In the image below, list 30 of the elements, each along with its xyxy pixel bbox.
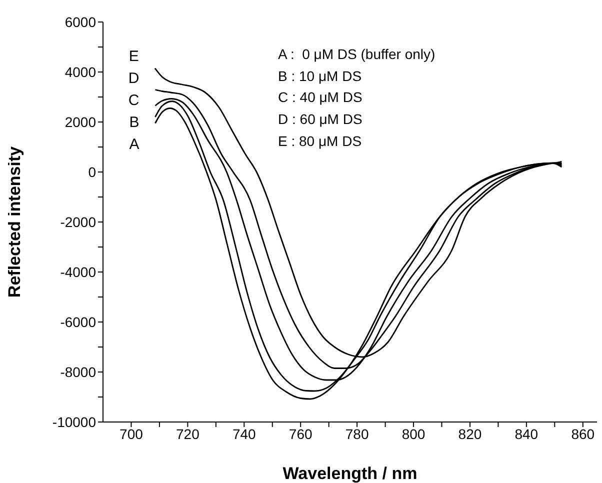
series-label: B xyxy=(129,114,140,131)
annotation: B : 10 μM DS xyxy=(278,66,363,86)
y-tick-label: -8000 xyxy=(60,364,96,380)
y-tick-label: -6000 xyxy=(60,314,96,330)
annotation: C : 40 μM DS xyxy=(278,88,364,108)
y-axis-title: Reflected intensity xyxy=(5,146,24,298)
x-tick-label: 840 xyxy=(514,426,538,442)
x-tick-label: 780 xyxy=(345,426,369,442)
series-label: A xyxy=(129,136,140,153)
x-tick-label: 860 xyxy=(571,426,595,442)
y-tick-label: 6000 xyxy=(64,14,96,30)
annotation: D : 60 μM DS xyxy=(278,110,364,130)
series-label: D xyxy=(128,70,140,87)
y-tick-label: -2000 xyxy=(60,214,96,230)
y-tick-label: 0 xyxy=(88,164,96,180)
annotation: E : 80 μM DS xyxy=(278,132,363,151)
x-tick-label: 740 xyxy=(232,426,256,442)
x-axis-title: Wavelength / nm xyxy=(282,464,418,483)
annotation: A : 0 μM DS (buffer only) xyxy=(278,45,436,64)
series-label: E xyxy=(128,48,139,65)
y-tick-label: -10000 xyxy=(52,414,96,430)
x-tick-label: 720 xyxy=(176,426,200,442)
series-label: C xyxy=(128,92,140,109)
x-tick-label: 800 xyxy=(402,426,426,442)
x-tick-label: 760 xyxy=(288,426,312,442)
x-tick-label: 820 xyxy=(458,426,482,442)
y-tick-label: 2000 xyxy=(64,114,96,130)
y-tick-label: -4000 xyxy=(60,264,96,280)
x-tick-label: 700 xyxy=(120,426,144,442)
y-tick-label: 4000 xyxy=(64,64,96,80)
